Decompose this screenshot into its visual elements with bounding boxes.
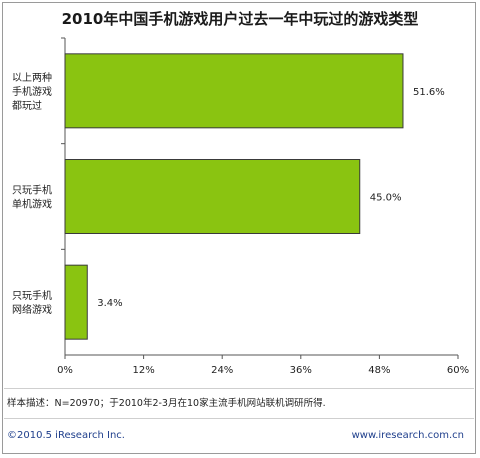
chart-title: 2010年中国手机游戏用户过去一年中玩过的游戏类型 (61, 10, 419, 28)
x-tick-label: 12% (132, 365, 154, 376)
bar-value-label: 3.4% (97, 298, 122, 309)
copyright-text: ©2010.5 iResearch Inc. (7, 430, 125, 441)
bar-value-label: 45.0% (370, 193, 402, 204)
bar (64, 264, 88, 340)
category-label: 手机游戏 (12, 85, 52, 98)
category-label: 网络游戏 (12, 303, 52, 316)
category-label: 以上两种 (12, 71, 52, 84)
bar (64, 159, 361, 234)
bar-value-label: 51.6% (413, 87, 445, 98)
x-tick-label: 0% (57, 365, 73, 376)
footer-divider (4, 418, 474, 419)
x-tick-label: 36% (290, 365, 312, 376)
note-divider (4, 388, 474, 389)
category-label: 单机游戏 (12, 198, 52, 211)
x-tick-label: 60% (447, 365, 469, 376)
website-text: www.iresearch.com.cn (351, 430, 464, 441)
category-label: 只玩手机 (12, 289, 52, 302)
bar (64, 53, 404, 129)
x-tick-label: 48% (368, 365, 390, 376)
sample-note: 样本描述：N=20970；于2010年2-3月在10家主流手机网站联机调研所得. (7, 398, 326, 409)
x-tick-label: 24% (211, 365, 233, 376)
category-label: 都玩过 (12, 99, 42, 112)
category-label: 只玩手机 (12, 184, 52, 197)
